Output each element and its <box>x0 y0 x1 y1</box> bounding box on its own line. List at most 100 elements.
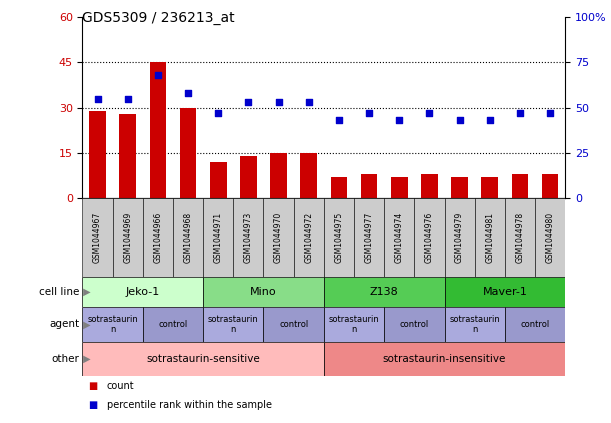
Point <box>334 117 344 124</box>
Text: GSM1044971: GSM1044971 <box>214 212 223 263</box>
Text: GSM1044977: GSM1044977 <box>365 212 373 263</box>
Bar <box>301 153 317 198</box>
Text: GDS5309 / 236213_at: GDS5309 / 236213_at <box>82 11 235 25</box>
Bar <box>82 307 143 342</box>
Bar <box>481 177 498 198</box>
Point <box>304 99 313 106</box>
Bar <box>505 307 565 342</box>
Text: GSM1044978: GSM1044978 <box>516 212 524 263</box>
Text: agent: agent <box>49 319 79 330</box>
Text: sotrastaurin
n: sotrastaurin n <box>449 315 500 334</box>
Bar <box>354 198 384 277</box>
Bar <box>89 111 106 198</box>
Bar <box>452 177 468 198</box>
Bar <box>240 156 257 198</box>
Text: other: other <box>51 354 79 364</box>
Bar <box>331 177 347 198</box>
Point <box>394 117 404 124</box>
Point <box>515 110 525 116</box>
Bar <box>360 174 378 198</box>
Bar <box>263 198 294 277</box>
Text: ▶: ▶ <box>80 354 90 364</box>
Bar <box>119 114 136 198</box>
Text: sotrastaurin
n: sotrastaurin n <box>87 315 138 334</box>
Text: ▶: ▶ <box>80 287 90 297</box>
Text: control: control <box>521 320 550 329</box>
Bar <box>82 277 203 307</box>
Text: GSM1044972: GSM1044972 <box>304 212 313 263</box>
Text: GSM1044976: GSM1044976 <box>425 212 434 263</box>
Text: Z138: Z138 <box>370 287 398 297</box>
Bar <box>445 198 475 277</box>
Bar <box>233 198 263 277</box>
Bar <box>535 198 565 277</box>
Bar <box>511 174 529 198</box>
Bar <box>150 62 166 198</box>
Bar <box>505 198 535 277</box>
Bar <box>112 198 143 277</box>
Bar <box>180 108 196 198</box>
Point <box>93 95 103 102</box>
Bar <box>173 198 203 277</box>
Bar <box>421 174 437 198</box>
Text: GSM1044980: GSM1044980 <box>546 212 555 263</box>
Bar <box>384 307 445 342</box>
Bar <box>82 198 112 277</box>
Text: ■: ■ <box>89 400 98 410</box>
Text: control: control <box>279 320 309 329</box>
Text: GSM1044968: GSM1044968 <box>183 212 192 263</box>
Text: Mino: Mino <box>250 287 277 297</box>
Point <box>485 117 495 124</box>
Bar <box>414 198 445 277</box>
Text: ■: ■ <box>89 381 98 391</box>
Text: sotrastaurin-sensitive: sotrastaurin-sensitive <box>146 354 260 364</box>
Bar <box>324 307 384 342</box>
Bar <box>203 277 324 307</box>
Bar <box>445 277 565 307</box>
Text: control: control <box>400 320 429 329</box>
Bar <box>324 198 354 277</box>
Bar <box>143 307 203 342</box>
Point <box>183 90 193 96</box>
Bar <box>324 342 565 376</box>
Text: Jeko-1: Jeko-1 <box>126 287 160 297</box>
Text: GSM1044974: GSM1044974 <box>395 212 404 263</box>
Point <box>455 117 464 124</box>
Bar <box>294 198 324 277</box>
Point <box>274 99 284 106</box>
Bar <box>270 153 287 198</box>
Text: GSM1044981: GSM1044981 <box>485 212 494 263</box>
Text: GSM1044967: GSM1044967 <box>93 212 102 263</box>
Point <box>153 71 163 78</box>
Point <box>545 110 555 116</box>
Point <box>244 99 254 106</box>
Text: GSM1044975: GSM1044975 <box>334 212 343 263</box>
Bar <box>210 162 227 198</box>
Bar <box>324 277 445 307</box>
Text: cell line: cell line <box>39 287 79 297</box>
Bar <box>82 342 324 376</box>
Bar <box>475 198 505 277</box>
Bar <box>203 307 263 342</box>
Text: sotrastaurin
n: sotrastaurin n <box>329 315 379 334</box>
Point <box>213 110 223 116</box>
Point <box>364 110 374 116</box>
Text: control: control <box>158 320 188 329</box>
Text: sotrastaurin
n: sotrastaurin n <box>208 315 258 334</box>
Bar <box>542 174 558 198</box>
Text: GSM1044970: GSM1044970 <box>274 212 283 263</box>
Text: GSM1044966: GSM1044966 <box>153 212 163 263</box>
Text: ▶: ▶ <box>80 319 90 330</box>
Text: percentile rank within the sample: percentile rank within the sample <box>107 400 272 410</box>
Bar <box>263 307 324 342</box>
Point <box>425 110 434 116</box>
Text: sotrastaurin-insensitive: sotrastaurin-insensitive <box>383 354 506 364</box>
Text: GSM1044979: GSM1044979 <box>455 212 464 263</box>
Bar <box>384 198 414 277</box>
Text: Maver-1: Maver-1 <box>483 287 527 297</box>
Text: count: count <box>107 381 134 391</box>
Bar <box>391 177 408 198</box>
Point <box>123 95 133 102</box>
Text: GSM1044973: GSM1044973 <box>244 212 253 263</box>
Text: GSM1044969: GSM1044969 <box>123 212 132 263</box>
